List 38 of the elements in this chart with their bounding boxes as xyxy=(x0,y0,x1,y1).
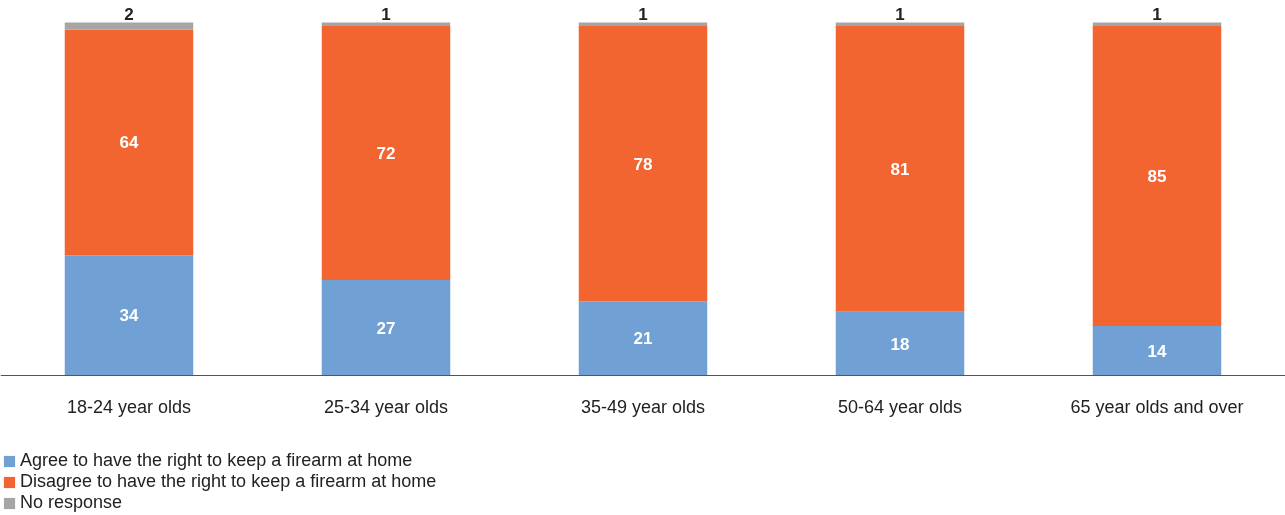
bar xyxy=(1092,325,1222,376)
legend-label: No response xyxy=(20,492,123,513)
legend-label: Agree to have the right to keep a firearm at home xyxy=(20,450,413,471)
bar xyxy=(321,25,451,281)
data-label: 85 xyxy=(1147,166,1167,186)
data-label: 1 xyxy=(1152,5,1162,25)
x-tick-label: 50-64 year olds xyxy=(837,397,963,418)
bar xyxy=(321,280,451,376)
data-label: 34 xyxy=(119,306,139,326)
data-label: 64 xyxy=(119,133,139,153)
bar xyxy=(1092,25,1222,326)
bar xyxy=(835,25,965,312)
data-label: 27 xyxy=(376,318,396,338)
bar xyxy=(578,25,708,302)
x-tick-label: 65 year olds and over xyxy=(1070,397,1244,418)
bar xyxy=(578,301,708,376)
data-label: 1 xyxy=(638,5,648,25)
bar xyxy=(835,311,965,376)
legend-label: Disagree to have the right to keep a firearm at home xyxy=(20,471,437,492)
x-tick-label: 35-49 year olds xyxy=(580,397,706,418)
data-label: 2 xyxy=(124,5,134,25)
bar xyxy=(64,255,194,376)
data-label: 18 xyxy=(890,334,910,354)
bar xyxy=(321,22,451,26)
bar xyxy=(835,22,965,26)
data-label: 72 xyxy=(376,143,396,163)
data-label: 78 xyxy=(633,154,653,174)
data-label: 81 xyxy=(890,159,910,179)
bar xyxy=(578,22,708,26)
x-tick-label: 25-34 year olds xyxy=(323,397,449,418)
bar xyxy=(1092,22,1222,26)
data-label: 1 xyxy=(895,5,905,25)
x-tick-label: 18-24 year olds xyxy=(66,397,192,418)
data-label: 21 xyxy=(633,329,653,349)
data-label: 1 xyxy=(381,5,391,25)
bar xyxy=(64,22,194,30)
data-label: 14 xyxy=(1147,341,1167,361)
bar xyxy=(64,29,194,256)
